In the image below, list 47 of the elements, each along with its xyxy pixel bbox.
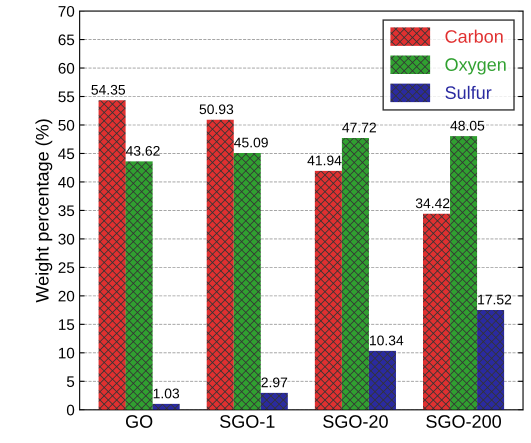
y-tick-label: 20	[58, 290, 74, 302]
data-label: 1.03	[154, 388, 180, 398]
data-label: 17.52	[478, 294, 512, 304]
y-tick-label: 5	[66, 376, 74, 387]
bar	[477, 310, 504, 410]
legend-label: Carbon	[445, 30, 503, 43]
y-tick-label: 45	[58, 148, 74, 160]
data-label: 48.05	[450, 120, 484, 131]
bar	[314, 170, 342, 410]
legend-label: Sulfur	[445, 86, 492, 100]
bar	[98, 100, 126, 410]
bar	[152, 404, 180, 410]
y-tick-label: 25	[58, 262, 74, 274]
y-tick-label: 30	[58, 234, 74, 245]
data-label: 50.93	[200, 104, 234, 114]
bar	[423, 214, 450, 410]
bar	[206, 120, 234, 410]
data-label: 43.62	[126, 146, 160, 156]
y-tick-label: 0	[66, 404, 74, 416]
data-label: 54.35	[91, 84, 126, 95]
y-tick-label: 10	[58, 348, 74, 359]
bar	[342, 138, 369, 410]
x-tick-label: SGO-200	[426, 415, 501, 428]
bar	[126, 161, 153, 410]
x-tick-label: GO	[126, 415, 152, 428]
y-tick-label: 70	[58, 6, 74, 17]
data-label: 10.34	[370, 336, 404, 346]
x-tick-label: SGO-1	[220, 415, 274, 428]
bar	[368, 350, 396, 410]
data-label: 2.97	[261, 378, 288, 388]
y-tick-label: 35	[58, 205, 74, 216]
bar	[450, 136, 478, 410]
data-label: 41.94	[307, 156, 342, 166]
data-label: 47.72	[342, 122, 376, 132]
y-tick-label: 55	[58, 92, 74, 102]
y-axis-title: Weight percentage (%)	[35, 119, 52, 303]
data-label: 45.09	[234, 138, 268, 148]
y-tick-label: 60	[58, 62, 74, 74]
y-tick-label: 50	[58, 120, 74, 131]
y-tick-label: 15	[58, 319, 74, 330]
bar	[234, 152, 261, 410]
y-tick-label: 65	[58, 34, 74, 46]
legend-label: Oxygen	[445, 58, 506, 75]
data-label: 34.42	[416, 198, 450, 208]
x-tick-label: SGO-20	[323, 415, 388, 428]
y-tick-label: 40	[58, 176, 74, 188]
bar	[260, 392, 288, 410]
